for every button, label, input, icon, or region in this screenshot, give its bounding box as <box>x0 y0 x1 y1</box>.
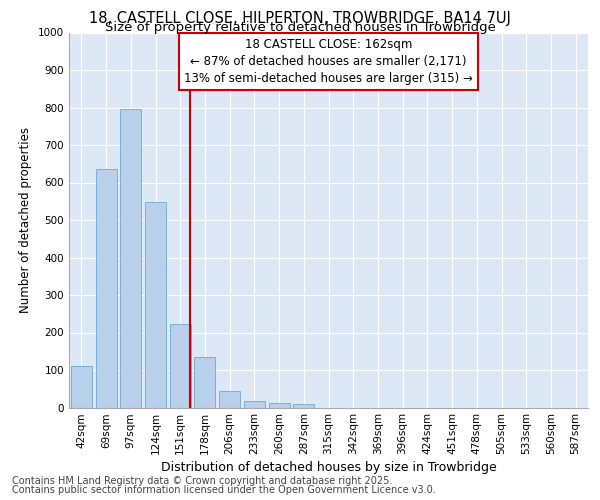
Text: 18, CASTELL CLOSE, HILPERTON, TROWBRIDGE, BA14 7UJ: 18, CASTELL CLOSE, HILPERTON, TROWBRIDGE… <box>89 11 511 26</box>
Bar <box>95 170 116 408</box>
Y-axis label: Number of detached properties: Number of detached properties <box>19 127 32 313</box>
Bar <box>219 390 240 407</box>
Bar <box>120 110 141 408</box>
Bar <box>244 401 265 407</box>
Bar <box>145 202 166 408</box>
Bar <box>170 324 191 407</box>
X-axis label: Distribution of detached houses by size in Trowbridge: Distribution of detached houses by size … <box>161 462 496 474</box>
Bar <box>293 404 314 407</box>
Bar <box>71 366 92 408</box>
Bar <box>269 403 290 407</box>
Text: 18 CASTELL CLOSE: 162sqm
← 87% of detached houses are smaller (2,171)
13% of sem: 18 CASTELL CLOSE: 162sqm ← 87% of detach… <box>184 38 473 85</box>
Text: Contains HM Land Registry data © Crown copyright and database right 2025.: Contains HM Land Registry data © Crown c… <box>12 476 392 486</box>
Bar <box>194 357 215 408</box>
Text: Contains public sector information licensed under the Open Government Licence v3: Contains public sector information licen… <box>12 485 436 495</box>
Text: Size of property relative to detached houses in Trowbridge: Size of property relative to detached ho… <box>104 21 496 34</box>
